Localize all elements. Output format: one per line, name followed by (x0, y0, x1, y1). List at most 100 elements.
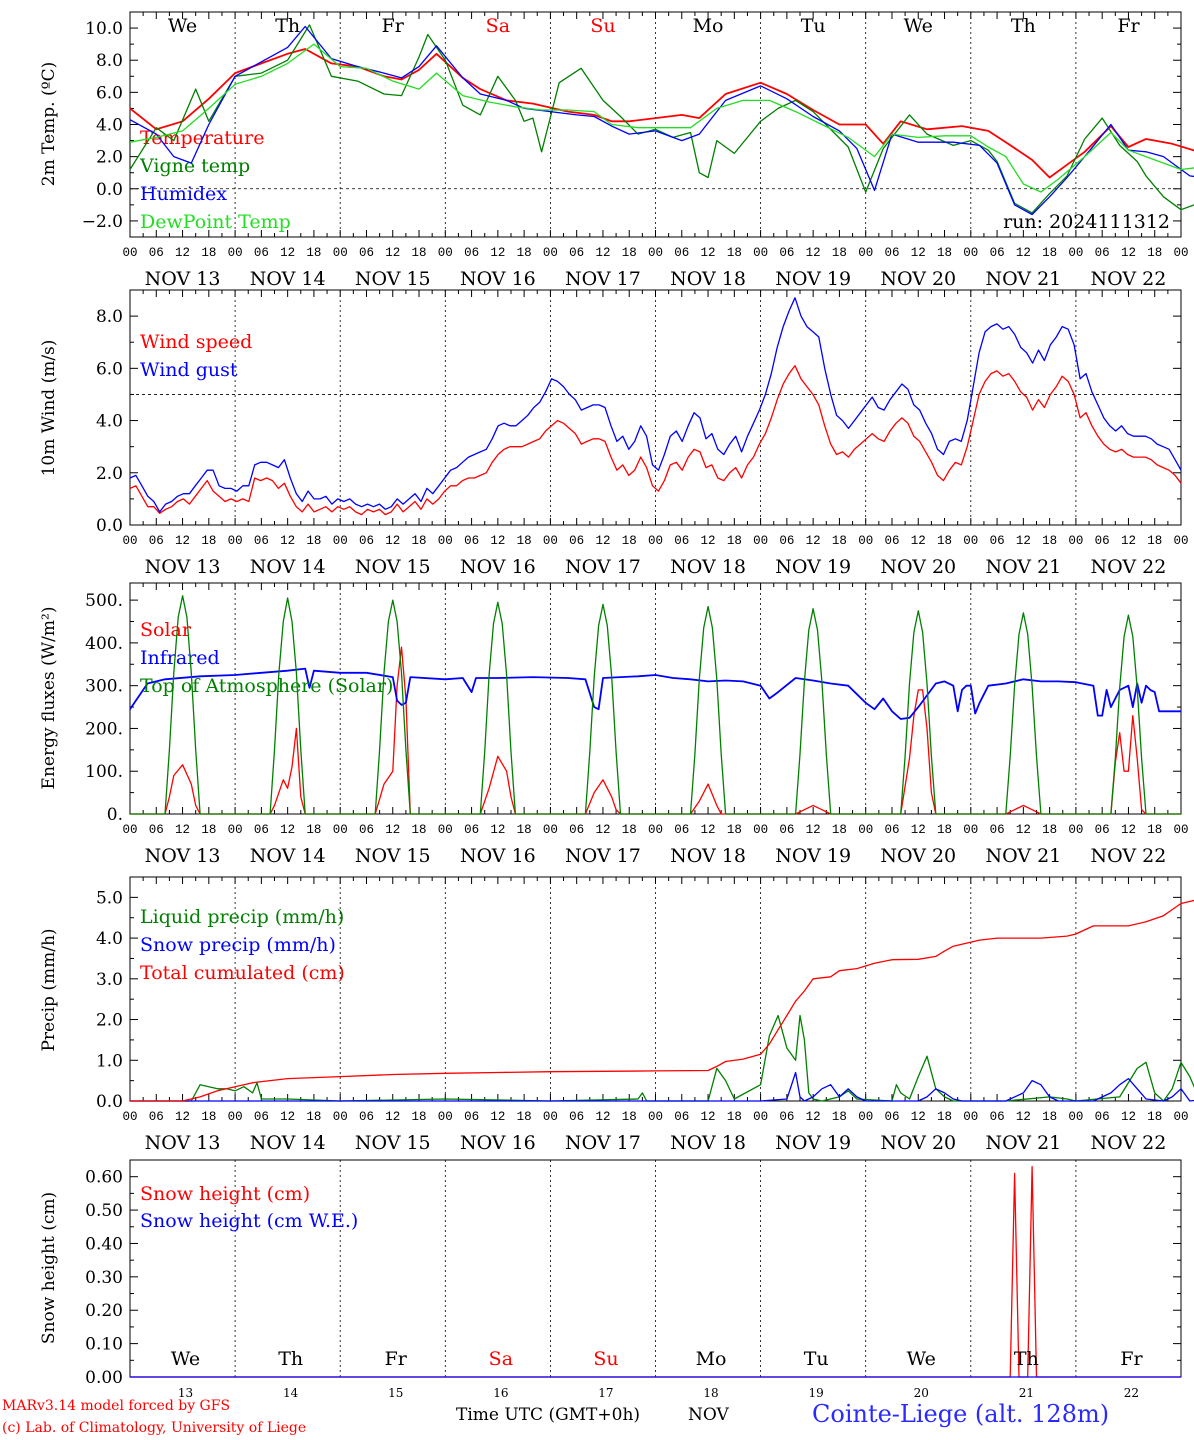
hour-tick-label: 18 (306, 534, 321, 548)
hour-tick-label: 18 (1147, 1110, 1162, 1124)
hour-tick-label: 06 (359, 534, 374, 548)
y-tick-label: 0.0 (96, 516, 123, 536)
y-tick-label: 0.50 (85, 1201, 123, 1221)
weekday-label: Th (278, 1348, 303, 1370)
hour-tick-label: 12 (701, 534, 716, 548)
day-number-label: 22 (1124, 1386, 1139, 1400)
weekday-label: We (907, 1348, 936, 1370)
date-label: NOV 22 (1091, 556, 1167, 578)
hour-tick-label: 18 (201, 823, 216, 837)
hour-tick-label: 00 (1173, 246, 1188, 260)
hour-tick-label: 12 (385, 246, 400, 260)
series-line-liquid-precip-mm-h- (130, 1014, 1194, 1102)
hour-tick-label: 18 (412, 534, 427, 548)
hour-tick-label: 18 (622, 1110, 637, 1124)
hour-tick-label: 12 (175, 246, 190, 260)
hour-tick-label: 12 (490, 823, 505, 837)
hour-tick-label: 00 (333, 823, 348, 837)
series-line-infrared (129, 667, 1181, 720)
hour-tick-label: 12 (1016, 823, 1031, 837)
hour-tick-label: 06 (359, 1110, 374, 1124)
weekday-label: Sa (489, 1348, 513, 1370)
date-label: NOV 20 (880, 845, 956, 867)
series-line-humidex (129, 25, 1194, 216)
hour-tick-label: 00 (228, 823, 243, 837)
date-label: NOV 13 (145, 268, 221, 290)
hour-tick-label: 12 (595, 534, 610, 548)
hour-tick-label: 00 (438, 1110, 453, 1124)
hour-tick-label: 12 (1016, 246, 1031, 260)
hour-tick-label: 06 (779, 246, 794, 260)
date-label: NOV 16 (460, 268, 536, 290)
hour-tick-label: 00 (858, 246, 873, 260)
hour-tick-label: 12 (490, 534, 505, 548)
hour-tick-label: 06 (884, 823, 899, 837)
day-number-label: 19 (809, 1386, 824, 1400)
weekday-label: Th (1011, 15, 1036, 37)
hour-tick-label: 06 (990, 1110, 1005, 1124)
hour-tick-label: 12 (701, 246, 716, 260)
y-tick-label: 6.0 (96, 83, 123, 103)
y-tick-label: −2.0 (82, 212, 123, 232)
hour-tick-label: 18 (832, 246, 847, 260)
y-tick-label: 4.0 (96, 412, 123, 432)
hour-tick-label: 00 (858, 1110, 873, 1124)
hour-tick-label: 06 (569, 534, 584, 548)
y-axis-label: Energy fluxes (W/m²) (39, 607, 59, 790)
y-tick-label: 4.0 (96, 116, 123, 136)
hour-tick-label: 00 (648, 534, 663, 548)
weekday-label: Su (593, 1348, 618, 1370)
hour-tick-label: 18 (622, 246, 637, 260)
hour-tick-label: 00 (438, 823, 453, 837)
date-label: NOV 14 (250, 845, 326, 867)
hour-tick-label: 18 (201, 1110, 216, 1124)
hour-tick-label: 06 (464, 534, 479, 548)
y-tick-label: 4.0 (96, 929, 123, 949)
hour-tick-label: 06 (1095, 246, 1110, 260)
y-tick-label: 100. (85, 762, 123, 782)
hour-tick-label: 12 (385, 1110, 400, 1124)
hour-tick-label: 00 (228, 246, 243, 260)
hour-tick-label: 12 (806, 246, 821, 260)
day-number-label: 21 (1019, 1386, 1034, 1400)
date-label: NOV 13 (145, 1132, 221, 1154)
hour-tick-label: 18 (1042, 823, 1057, 837)
legend-entry: Snow precip (mm/h) (140, 934, 336, 956)
series-line-snow-precip-mm-h- (130, 1071, 1194, 1102)
model-credit: MARv3.14 model forced by GFS (2, 1398, 231, 1414)
weekday-label: Fr (1117, 15, 1140, 37)
hour-tick-label: 06 (149, 534, 164, 548)
legend-entry: Vigne temp (139, 155, 250, 177)
hour-tick-label: 18 (832, 534, 847, 548)
date-label: NOV 19 (775, 1132, 851, 1154)
series-line-wind-speed (129, 365, 1182, 516)
hour-tick-label: 18 (937, 823, 952, 837)
series-line-temperature (129, 48, 1194, 179)
date-label: NOV 14 (250, 268, 326, 290)
hour-tick-label: 18 (937, 1110, 952, 1124)
hour-tick-label: 12 (911, 823, 926, 837)
hour-tick-label: 00 (333, 246, 348, 260)
date-label: NOV 18 (670, 845, 746, 867)
hour-tick-label: 18 (1042, 534, 1057, 548)
weekday-label: Fr (1120, 1348, 1143, 1370)
date-label: NOV 15 (355, 268, 431, 290)
y-tick-label: 0.60 (85, 1168, 123, 1188)
y-tick-label: 500. (85, 591, 123, 611)
hour-tick-label: 00 (753, 246, 768, 260)
hour-tick-label: 00 (1068, 534, 1083, 548)
hour-tick-label: 06 (779, 823, 794, 837)
legend-entry: Snow height (cm W.E.) (140, 1210, 358, 1232)
weekday-label: Sa (486, 15, 510, 37)
hour-tick-label: 06 (464, 1110, 479, 1124)
y-axis-label: Snow height (cm) (39, 1192, 59, 1344)
y-axis-label: 10m Wind (m/s) (39, 340, 59, 477)
hour-tick-label: 12 (280, 246, 295, 260)
hour-tick-label: 12 (1016, 534, 1031, 548)
hour-tick-label: 00 (753, 1110, 768, 1124)
hour-tick-label: 00 (858, 534, 873, 548)
hour-tick-label: 06 (674, 823, 689, 837)
date-label: NOV 21 (985, 556, 1061, 578)
hour-tick-label: 12 (806, 534, 821, 548)
hour-tick-label: 12 (595, 246, 610, 260)
